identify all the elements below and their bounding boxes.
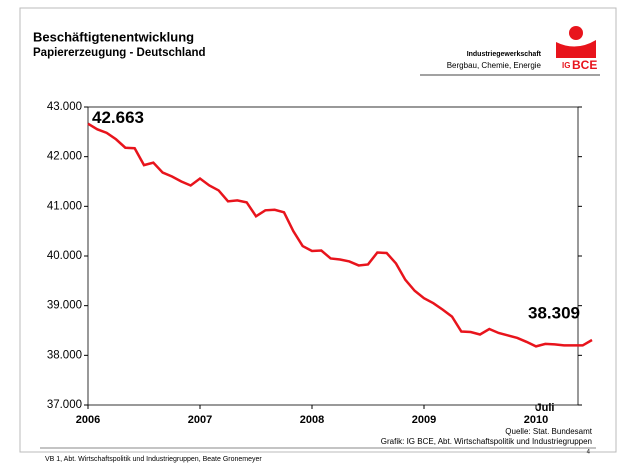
y-tick-label: 39.000 xyxy=(47,300,82,312)
slide-frame xyxy=(19,7,617,453)
logo-bce: BCE xyxy=(572,58,597,72)
y-tick-label: 41.000 xyxy=(47,200,82,212)
y-tick-label: 37.000 xyxy=(47,399,82,411)
x-tick-label: 2007 xyxy=(188,414,212,426)
y-tick-label: 43.000 xyxy=(47,101,82,113)
y-tick-label: 40.000 xyxy=(47,250,82,262)
y-tick-label: 42.000 xyxy=(47,151,82,163)
page-number: 4 xyxy=(587,450,591,456)
value-label: 38.309 xyxy=(528,303,580,322)
logo-ig: IG xyxy=(562,61,570,70)
title: Beschäftigtenentwicklung xyxy=(33,29,194,44)
x-tick-label: 2009 xyxy=(412,414,436,426)
source: Quelle: Stat. Bundesamt xyxy=(505,427,592,436)
x-tick-label: 2006 xyxy=(76,414,100,426)
org-sub: Bergbau, Chemie, Energie xyxy=(447,61,542,70)
credit: Grafik: IG BCE, Abt. Wirtschaftspolitik … xyxy=(381,437,592,446)
data-line xyxy=(87,122,593,348)
y-tick-label: 38.000 xyxy=(47,349,82,361)
footer: VB 1, Abt. Wirtschaftspolitik und Indust… xyxy=(45,456,262,463)
logo-shape xyxy=(556,40,596,58)
x-tick-label: 2008 xyxy=(300,414,324,426)
subtitle: Papiererzeugung - Deutschland xyxy=(33,47,206,59)
value-label: 42.663 xyxy=(92,108,144,127)
annotation: Juli xyxy=(536,402,555,414)
logo-dot xyxy=(569,26,583,40)
org-name: Industriegewerkschaft xyxy=(467,51,542,58)
x-tick-label: 2010 xyxy=(524,414,548,426)
